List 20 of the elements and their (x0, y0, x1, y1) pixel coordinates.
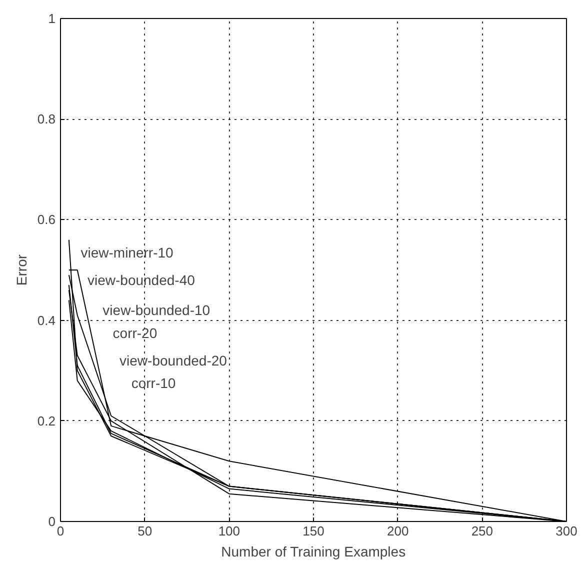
x-tick-label: 200 (386, 524, 409, 538)
y-axis-title: Error (13, 254, 30, 286)
annotation: view-bounded-20 (120, 352, 228, 369)
y-tick-label: 0.6 (37, 212, 56, 228)
y-tick-label: 0.4 (37, 312, 56, 328)
y-tick-label: 0 (48, 514, 56, 529)
x-tick-label: 300 (556, 524, 578, 538)
x-tick-label: 50 (138, 524, 152, 538)
y-tick-label: 0.8 (37, 112, 56, 127)
x-axis-title: Number of Training Examples (221, 544, 406, 560)
annotation: view-bounded-40 (87, 272, 196, 288)
annotation: view-bounded-10 (102, 302, 210, 318)
annotation: corr-20 (112, 324, 158, 341)
annotation: corr-10 (131, 375, 176, 392)
annotation: view-minerr-10 (80, 244, 174, 260)
x-tick-label: 150 (302, 524, 324, 538)
y-tick-label: 0.2 (37, 413, 56, 428)
x-tick-label: 250 (471, 524, 494, 538)
y-tick-label: 1 (48, 11, 56, 26)
x-tick-label: 100 (218, 524, 240, 538)
